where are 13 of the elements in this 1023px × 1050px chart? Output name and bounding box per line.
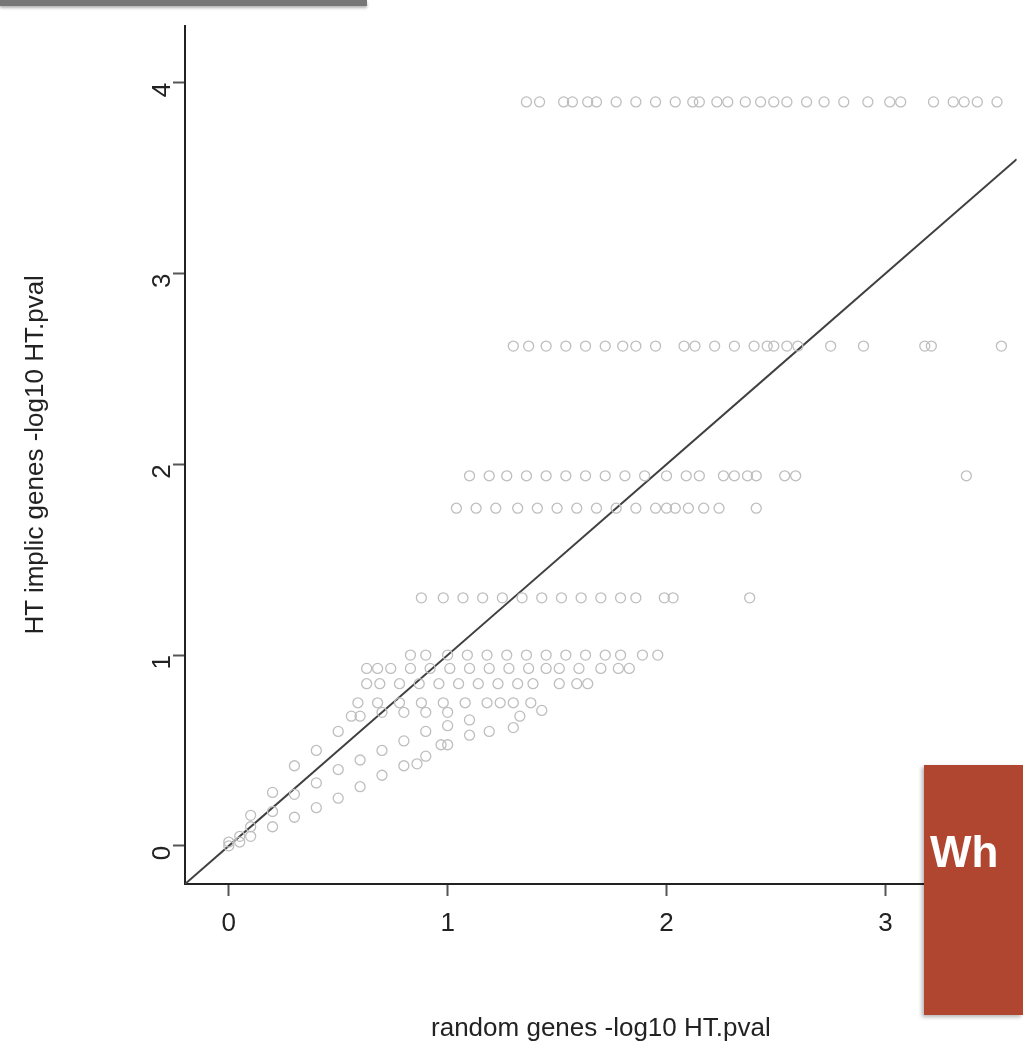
x-tick-label: 2 — [659, 906, 674, 937]
caption-box: Wh — [924, 765, 1023, 1015]
x-tick-label: 3 — [878, 906, 893, 937]
y-axis-title: HT implic genes -log10 HT.pval — [18, 275, 49, 635]
y-tick-label: 2 — [146, 464, 177, 479]
y-tick-label: 4 — [146, 82, 177, 98]
x-tick-label: 0 — [221, 906, 237, 937]
x-axis-title: random genes -log10 HT.pval — [431, 1011, 771, 1042]
x-tick-label: 1 — [440, 906, 455, 937]
y-tick-label: 3 — [146, 273, 177, 289]
y-tick-label: 0 — [146, 845, 177, 861]
y-tick-label: 1 — [146, 655, 177, 670]
annotation: Wh — [930, 827, 999, 877]
